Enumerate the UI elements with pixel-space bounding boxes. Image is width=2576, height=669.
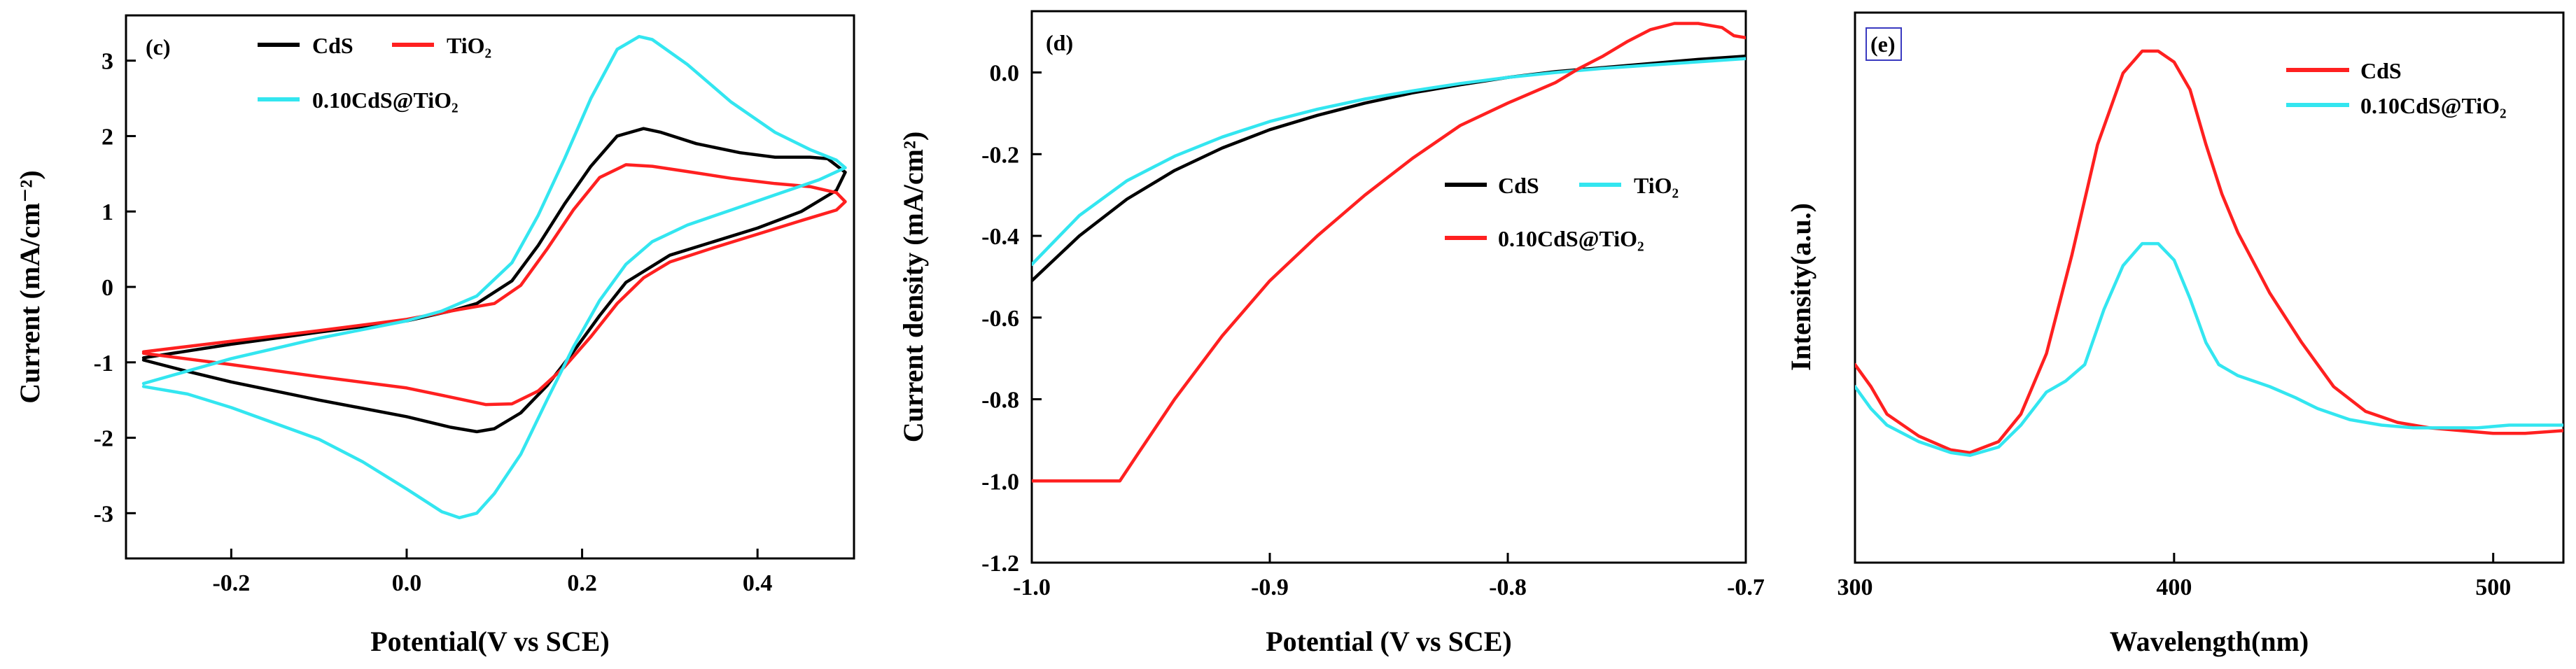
panel-d-legend-label-2: TiO₂ [1634, 173, 1679, 198]
panel-d-legend-label-3: 0.10CdS@TiO₂ [1498, 226, 1644, 251]
panel-c-y-tick-label: 1 [102, 199, 113, 225]
panel-d-legend: CdS TiO₂ 0.10CdS@TiO₂ [1445, 173, 1679, 251]
panel-d: (d) -1.0 -0.9 -0.8 -0.7-1.2-1.0-0.8-0.6-0.4… [897, 10, 1765, 657]
panel-e-x-tick-label: 500 [2475, 575, 2511, 600]
panel-d-x-tick-label: -0.9 [1251, 575, 1289, 600]
panel-c-series-cds [141, 127, 847, 434]
panel-c-x-tick-label: 0.0 [392, 570, 422, 596]
panel-e-x-axis-label: Wavelength(nm) [2110, 626, 2309, 657]
panel-e-x-tick-label: 400 [2156, 575, 2192, 600]
panel-c-x-tick-label: 0.2 [567, 570, 597, 596]
panel-e-series-cds [1855, 49, 2563, 455]
panel-e-x-tick-label: 300 [1837, 575, 1873, 600]
panel-d-x-tick-label: -1.0 [1013, 575, 1051, 600]
panel-e-legend: CdS 0.10CdS@TiO₂ [2286, 58, 2507, 118]
panel-e-legend-label-2: 0.10CdS@TiO₂ [2360, 93, 2507, 118]
panel-e: (e) 300 400 500 Wavelength(nm) Intensity(a… [1785, 11, 2565, 657]
panel-d-y-tick-label: 0.0 [990, 61, 1020, 87]
panel-c-x-tick-label: -0.2 [212, 570, 250, 596]
panel-c-y-tick-label: 0 [102, 275, 113, 301]
panel-c-y-tick-label: 2 [102, 124, 113, 150]
panel-d-y-tick-label: -0.2 [981, 142, 1019, 168]
panel-e-tag-box [1865, 27, 1902, 61]
panel-d-series-group [1032, 22, 1746, 483]
panel-d-y-tick-label: -0.8 [981, 388, 1019, 414]
panel-c-y-tick-label: -1 [94, 351, 113, 376]
panel-e-tag: (e) [1870, 31, 1896, 57]
panel-c-tag: (c) [146, 34, 171, 59]
panel-d-series-tio [1032, 57, 1746, 267]
panel-e-y-axis-label: Intensity(a.u.) [1785, 203, 1816, 371]
panel-d-series-0-10cds-tio [1032, 22, 1746, 483]
panel-c-legend: CdS TiO₂ 0.10CdS@TiO₂ [258, 33, 491, 113]
panel-c-series-0-10cds-tio [141, 34, 847, 520]
panel-c-legend-label-2: TiO₂ [447, 33, 491, 58]
panel-c-x-axis-label: Potential(V vs SCE) [370, 626, 609, 657]
panel-e-ticks: 300 400 500 [1837, 553, 2511, 600]
panel-c-legend-label-1: CdS [312, 33, 354, 58]
panel-c: (c) -0.2 0.0 0.2 0.4 -3 -2 -1 0 1 2 3 Potential(V … [14, 14, 855, 657]
panel-c-series-tio [141, 163, 847, 407]
panel-c-legend-label-3: 0.10CdS@TiO₂ [312, 87, 458, 113]
panel-d-y-tick-label: -1.0 [981, 469, 1019, 495]
panel-c-y-tick-label: -2 [94, 426, 113, 452]
panel-c-y-axis-label: Current (mA/cm⁻²) [14, 170, 46, 403]
panel-d-y-tick-label: -0.4 [981, 224, 1019, 250]
panel-e-plot-frame [1854, 11, 2565, 564]
panel-d-ticks: -1.0 -0.9 -0.8 -0.7-1.2-1.0-0.8-0.6-0.4-0.2… [981, 61, 1765, 600]
panel-c-x-tick-label: 0.4 [743, 570, 773, 596]
panel-d-tag: (d) [1046, 30, 1073, 55]
panel-d-y-tick-label: -0.6 [981, 306, 1019, 332]
panel-e-series-0-10cds-tio [1855, 241, 2563, 457]
panel-d-x-tick-label: -0.8 [1489, 575, 1527, 600]
panel-c-plot-frame [125, 14, 855, 560]
panel-c-ticks: -0.2 0.0 0.2 0.4 -3 -2 -1 0 1 2 3 [94, 49, 773, 596]
panel-d-x-tick-label: -0.7 [1727, 575, 1765, 600]
panel-c-series-group [141, 34, 847, 520]
panel-e-series-group [1855, 49, 2563, 457]
panel-d-legend-label-1: CdS [1498, 173, 1539, 198]
panel-c-y-tick-label: -3 [94, 501, 113, 527]
panel-d-y-tick-label: -1.2 [981, 551, 1019, 577]
panel-e-legend-label-1: CdS [2360, 58, 2402, 83]
panel-d-y-axis-label: Current density (mA/cm²) [897, 132, 929, 443]
panel-d-plot-frame [1030, 10, 1747, 564]
panel-d-x-axis-label: Potential (V vs SCE) [1266, 626, 1511, 657]
panel-c-y-tick-label: 3 [102, 49, 113, 75]
